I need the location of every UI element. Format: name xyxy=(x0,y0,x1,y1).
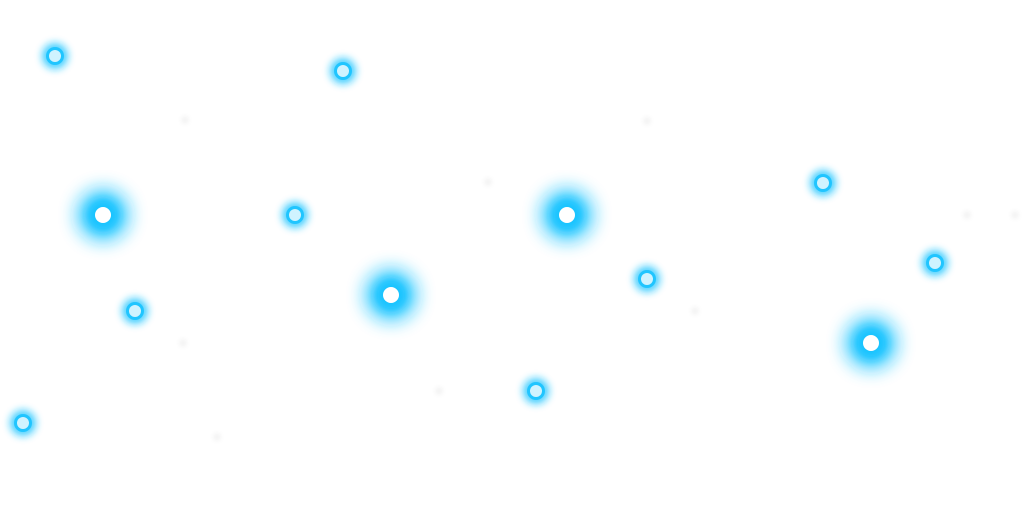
large-glow-core xyxy=(383,287,399,303)
small-glow-core xyxy=(641,273,653,285)
faint-dot xyxy=(1011,211,1019,219)
small-glow-dot-1 xyxy=(42,43,68,69)
faint-dot-3 xyxy=(643,117,651,125)
dots-layer xyxy=(10,43,1019,441)
small-glow-dot-6 xyxy=(634,266,660,292)
small-glow-core xyxy=(49,50,61,62)
large-glow-dot-4 xyxy=(845,317,897,369)
small-glow-dot-8 xyxy=(523,378,549,404)
small-glow-core xyxy=(17,417,29,429)
faint-dot xyxy=(643,117,651,125)
small-glow-core xyxy=(929,257,941,269)
small-glow-dot-4 xyxy=(122,298,148,324)
large-glow-dot-2 xyxy=(541,189,593,241)
faint-dot xyxy=(181,116,189,124)
faint-dot xyxy=(213,433,221,441)
large-glow-core xyxy=(95,207,111,223)
small-glow-core xyxy=(817,177,829,189)
faint-dot xyxy=(435,387,443,395)
small-glow-core xyxy=(289,209,301,221)
large-glow-dot-1 xyxy=(77,189,129,241)
faint-dot xyxy=(963,211,971,219)
small-glow-dot-3 xyxy=(282,202,308,228)
small-glow-dot-2 xyxy=(330,58,356,84)
small-glow-dot-9 xyxy=(10,410,36,436)
large-glow-core xyxy=(863,335,879,351)
faint-dot-5 xyxy=(691,307,699,315)
faint-dot-2 xyxy=(484,178,492,186)
faint-dot-1 xyxy=(181,116,189,124)
small-glow-core xyxy=(530,385,542,397)
faint-dot xyxy=(484,178,492,186)
faint-dot-4 xyxy=(179,339,187,347)
faint-dot xyxy=(691,307,699,315)
faint-dot-6 xyxy=(435,387,443,395)
faint-dot-9 xyxy=(963,211,971,219)
small-glow-core xyxy=(129,305,141,317)
large-glow-core xyxy=(559,207,575,223)
faint-dot xyxy=(179,339,187,347)
large-glow-dot-3 xyxy=(365,269,417,321)
small-glow-core xyxy=(337,65,349,77)
faint-dot-8 xyxy=(1011,211,1019,219)
small-glow-dot-5 xyxy=(810,170,836,196)
small-glow-dot-7 xyxy=(922,250,948,276)
faint-dot-7 xyxy=(213,433,221,441)
